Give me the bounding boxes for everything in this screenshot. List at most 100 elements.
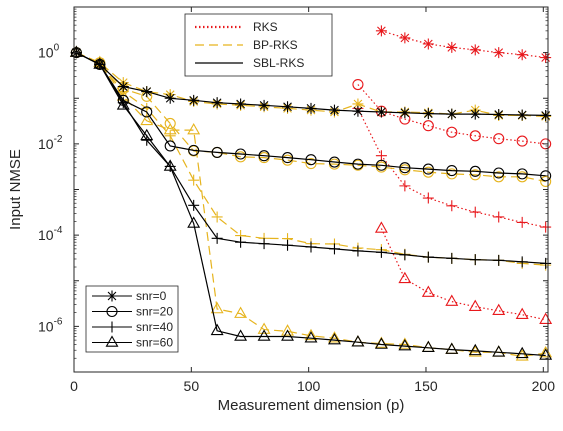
series-rks-snr60 [374,221,553,324]
data-point [328,331,341,343]
data-point [281,154,294,166]
data-point [446,168,458,180]
data-point [446,252,458,264]
data-point [352,78,364,91]
snr-legend-label: snr=40 [136,320,173,334]
data-point [187,123,201,135]
data-point [469,44,481,56]
data-point [469,165,481,177]
data-point [352,158,364,170]
snr-legend-marker [105,335,119,347]
data-point [399,32,411,44]
data-point [422,192,434,204]
data-point [445,294,459,306]
data-point [446,41,458,53]
data-point [540,138,552,150]
data-point [422,108,434,120]
data-point [352,245,364,257]
data-point [422,120,434,132]
series-sbl-rks-snr20 [70,47,552,182]
data-point [328,104,340,116]
data-point [540,52,552,64]
data-point [211,97,223,109]
data-point [164,92,176,104]
data-point [398,337,412,349]
data-point [305,241,317,253]
method-legend-label: RKS [253,20,278,34]
data-point [93,57,107,69]
data-point [352,98,364,110]
data-point [493,133,505,145]
data-point [351,335,365,347]
y-tick-exponent: -6 [54,316,63,327]
data-point [446,126,458,138]
data-point [516,216,528,228]
data-point [375,25,387,37]
data-point [163,123,177,135]
data-point [539,312,553,324]
data-point [305,102,317,114]
data-point [188,199,200,211]
data-point [282,101,294,113]
data-point [469,130,481,142]
data-point [258,150,270,162]
series-line [357,84,546,145]
data-point [188,174,200,186]
y-axis-label: Input NMSE [7,149,24,230]
data-point [515,346,529,359]
data-point [164,140,176,152]
data-point [493,211,505,223]
method-legend-label: SBL-RKS [253,56,304,70]
data-point [258,238,270,250]
data-point [328,243,340,255]
data-point [281,152,294,164]
series-line [76,52,546,117]
data-point [492,345,506,357]
data-point [540,109,552,121]
data-point [540,170,552,182]
data-point [374,337,388,349]
y-tick-base: 10 [38,318,54,334]
data-point [516,109,528,121]
data-point [141,106,153,118]
data-point [493,109,505,121]
data-point [305,158,317,170]
data-point [469,206,481,218]
data-point [422,251,434,263]
data-point [211,232,223,244]
snr-legend-marker [106,305,118,318]
y-tick-label: 100 [38,43,60,61]
data-point [421,285,435,297]
y-tick-base: 10 [38,227,54,243]
data-point [422,166,434,178]
data-point [188,144,200,156]
data-point [211,211,223,223]
data-point [399,180,411,192]
series-layer [69,25,553,361]
y-tick-base: 10 [38,136,54,152]
data-point [469,254,481,266]
data-point [493,167,505,179]
data-point [234,329,248,341]
data-point [446,200,458,212]
data-point [281,329,294,341]
series-sbl-rks-snr40 [70,47,552,269]
data-point [210,301,224,314]
data-point [445,342,459,354]
data-point [305,154,317,166]
series-sbl-rks-snr0 [70,47,552,121]
series-line [380,228,546,321]
data-point [235,148,247,160]
data-point [399,107,411,119]
data-point [235,151,247,163]
data-point [328,332,341,345]
data-point [492,345,506,357]
data-point [257,322,271,334]
x-tick-label: 0 [70,378,78,394]
data-point [234,306,248,318]
data-point [469,108,481,120]
data-point [258,99,270,111]
data-point [492,303,506,316]
data-point [188,94,200,106]
